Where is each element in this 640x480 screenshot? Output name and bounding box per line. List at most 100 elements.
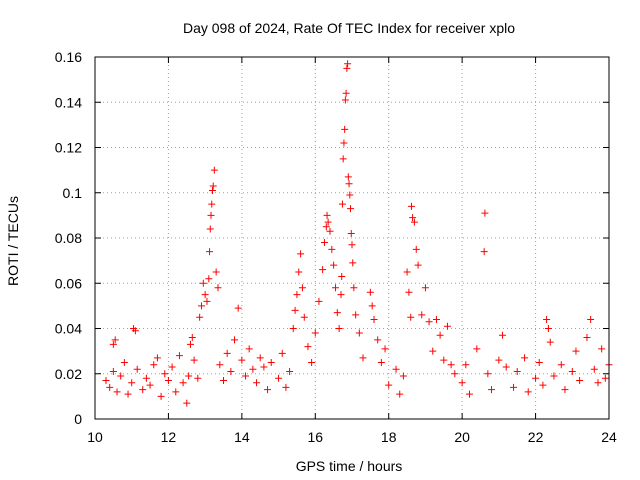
data-point — [480, 248, 488, 256]
data-point — [161, 370, 169, 378]
data-point — [311, 329, 319, 337]
data-point — [245, 345, 253, 353]
data-point — [133, 365, 141, 373]
data-point — [295, 268, 303, 276]
data-point — [510, 383, 518, 391]
data-point — [106, 383, 114, 391]
data-point — [409, 214, 417, 222]
data-point — [598, 345, 606, 353]
data-point — [206, 248, 214, 256]
data-point — [352, 311, 360, 319]
data-point — [340, 139, 348, 147]
data-point — [405, 288, 413, 296]
data-point — [403, 268, 411, 276]
data-point — [331, 284, 339, 292]
data-point — [256, 354, 264, 362]
data-point — [150, 361, 158, 369]
data-point — [346, 191, 354, 199]
x-tick-label: 12 — [161, 429, 177, 445]
data-point — [341, 96, 349, 104]
data-point — [345, 180, 353, 188]
chart-title: Day 098 of 2024, Rate Of TEC Index for r… — [183, 20, 515, 36]
data-point — [374, 336, 382, 344]
data-point — [175, 352, 183, 360]
data-point — [338, 272, 346, 280]
data-point — [344, 173, 352, 181]
data-point — [339, 155, 347, 163]
data-point — [535, 358, 543, 366]
data-point — [291, 306, 299, 314]
y-tick-label: 0.02 — [55, 366, 82, 382]
data-point — [199, 279, 207, 287]
data-point — [342, 89, 350, 97]
x-tick-label: 24 — [601, 429, 617, 445]
data-point — [458, 379, 466, 387]
data-point — [418, 311, 426, 319]
data-point — [194, 374, 202, 382]
y-tick-label: 0 — [74, 411, 82, 427]
data-point — [185, 372, 193, 380]
data-point — [539, 381, 547, 389]
data-point — [139, 386, 147, 394]
data-point — [532, 374, 540, 382]
data-point — [583, 334, 591, 342]
data-point — [164, 377, 172, 385]
data-points — [102, 60, 613, 407]
data-point — [359, 354, 367, 362]
data-point — [315, 297, 323, 305]
data-point — [293, 291, 301, 299]
data-point — [168, 363, 176, 371]
data-point — [443, 322, 451, 330]
data-point — [253, 379, 261, 387]
data-point — [227, 367, 235, 375]
y-tick-label: 0.16 — [55, 49, 82, 65]
data-point — [366, 288, 374, 296]
data-point — [544, 325, 552, 332]
data-point — [267, 358, 275, 366]
data-point — [278, 349, 286, 357]
data-point — [320, 239, 328, 247]
y-tick-label: 0.14 — [55, 94, 82, 110]
data-point — [410, 218, 418, 226]
data-point — [330, 261, 338, 269]
data-point — [587, 315, 595, 323]
data-point — [392, 365, 400, 373]
data-point — [385, 381, 393, 389]
x-axis-label: GPS time / hours — [296, 458, 403, 474]
data-point — [432, 315, 440, 323]
x-tick-label: 16 — [307, 429, 323, 445]
data-point — [308, 358, 316, 366]
data-point — [190, 356, 198, 364]
data-point — [157, 392, 165, 400]
data-point — [111, 336, 119, 344]
data-point — [153, 354, 161, 362]
data-point — [297, 250, 305, 258]
data-point — [210, 166, 218, 174]
data-point — [337, 291, 345, 299]
data-point — [521, 354, 529, 362]
data-point — [319, 266, 327, 274]
data-point — [109, 367, 117, 375]
data-point — [188, 334, 196, 342]
data-point — [368, 302, 376, 310]
data-point — [109, 340, 117, 348]
data-point — [440, 356, 448, 364]
data-point — [488, 386, 496, 394]
data-point — [481, 209, 489, 217]
data-point — [349, 259, 357, 267]
data-point — [347, 229, 355, 237]
data-point — [260, 363, 268, 371]
data-point — [335, 325, 343, 332]
data-point — [298, 284, 306, 292]
data-point — [328, 245, 336, 253]
data-point — [196, 313, 204, 321]
data-point — [381, 345, 389, 353]
data-point — [436, 331, 444, 339]
data-point — [264, 386, 272, 394]
y-axis-label: ROTI / TECUs — [5, 196, 21, 286]
data-point — [304, 343, 312, 351]
data-point — [120, 358, 128, 366]
x-tick-labels: 10 12 14 16 18 20 22 24 — [87, 429, 617, 445]
data-point — [238, 356, 246, 364]
data-point — [499, 331, 507, 339]
